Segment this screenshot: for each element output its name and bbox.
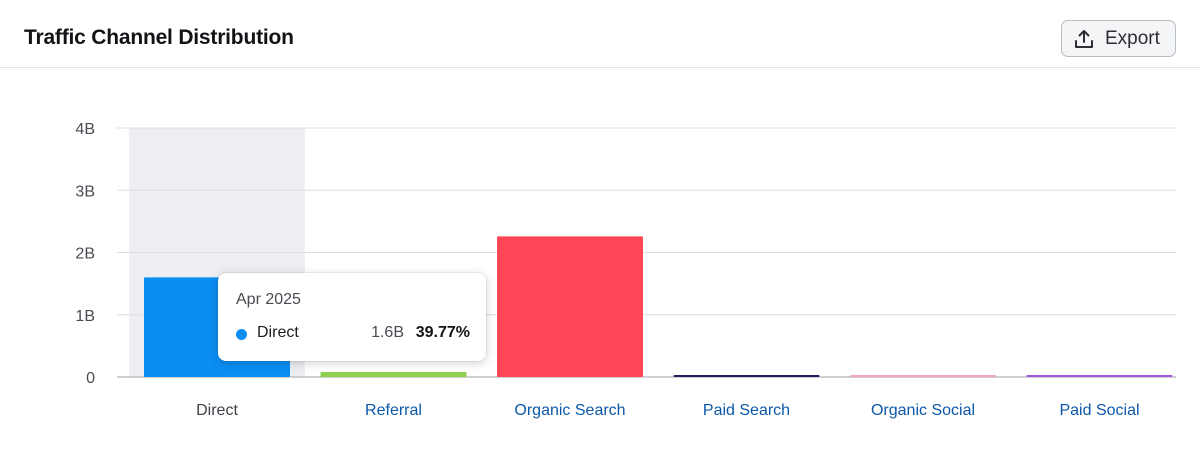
export-button[interactable]: Export bbox=[1061, 20, 1176, 57]
y-tick-label: 4B bbox=[75, 121, 95, 138]
x-tick-label: Paid Social bbox=[1059, 402, 1139, 419]
x-tick-label: Organic Search bbox=[514, 402, 625, 419]
x-tick-label: Direct bbox=[196, 402, 238, 419]
export-label: Export bbox=[1105, 27, 1160, 49]
x-tick-label: Referral bbox=[365, 402, 422, 419]
bar-chart: 0 1B 2B 3B 4B Direct Referral Organic Search Pai… bbox=[75, 121, 1176, 419]
bar-paid-search bbox=[673, 375, 820, 377]
x-tick-label: Organic Social bbox=[871, 402, 975, 419]
bar-organic-social bbox=[850, 375, 996, 377]
export-icon bbox=[1073, 28, 1095, 50]
chart-tooltip: Apr 2025 Direct 1.6B 39.77% bbox=[218, 273, 486, 361]
tooltip-date: Apr 2025 bbox=[236, 291, 301, 308]
y-tick-label: 1B bbox=[75, 308, 95, 325]
tooltip-row: Direct 1.6B 39.77% bbox=[236, 324, 470, 344]
y-tick-label: 0 bbox=[86, 370, 95, 387]
y-tick-label: 3B bbox=[75, 183, 95, 200]
chart-title: Traffic Channel Distribution bbox=[24, 26, 294, 49]
bar-organic-search bbox=[497, 236, 643, 377]
x-tick-label: Paid Search bbox=[703, 402, 790, 419]
chart-header: Traffic Channel Distribution Export bbox=[0, 0, 1200, 68]
tooltip-series-dot bbox=[236, 329, 247, 340]
tooltip-series-name: Direct bbox=[257, 324, 299, 341]
y-tick-label: 2B bbox=[75, 246, 95, 263]
bar-referral bbox=[320, 372, 467, 377]
tooltip-value: 1.6B bbox=[371, 324, 404, 341]
tooltip-percent: 39.77% bbox=[415, 324, 470, 341]
bar-paid-social bbox=[1026, 375, 1173, 377]
